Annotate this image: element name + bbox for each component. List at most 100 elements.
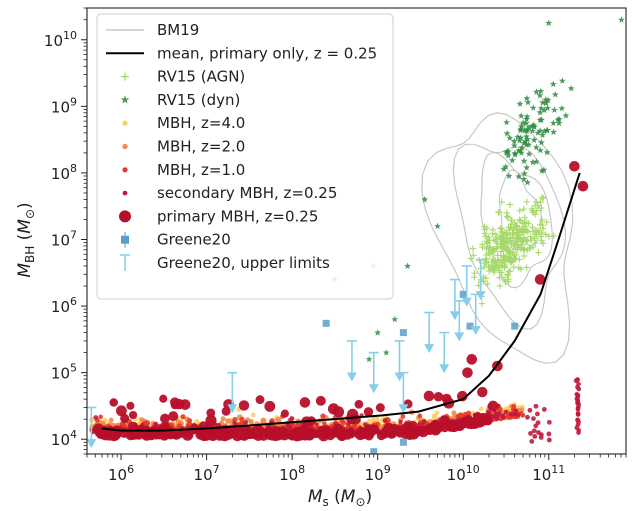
rv15-agn-point — [527, 233, 534, 240]
rv15-dyn-star — [518, 149, 525, 156]
secondary-mbh-point — [382, 418, 388, 423]
primary-mbh-point — [363, 407, 374, 417]
primary-mbh-point — [273, 429, 283, 439]
rv15-agn-point — [512, 223, 519, 230]
rv15-agn-point — [515, 231, 522, 238]
rv15-agn-point — [504, 272, 511, 280]
secondary-mbh-point — [536, 430, 541, 435]
greene20-point — [399, 438, 407, 446]
rv15-agn-point — [514, 242, 521, 249]
rv15-dyn-star — [536, 109, 544, 116]
rv15-dyn-star — [365, 355, 373, 363]
primary-mbh-point — [346, 428, 356, 438]
rv15-dyn-star — [522, 137, 529, 145]
legend-rv15-dyn-swatch — [120, 95, 130, 104]
legend-entry: secondary MBH, z=0.25 — [122, 184, 337, 202]
secondary-mbh-point — [314, 422, 319, 427]
x-axis-label: Ms (M⊙) — [308, 487, 372, 509]
secondary-mbh-point — [528, 431, 533, 436]
primary-mbh-point — [334, 428, 345, 439]
legend-box — [96, 13, 394, 300]
rv15-agn-point — [521, 245, 528, 253]
legend-entry: mean, primary only, z = 0.25 — [106, 44, 377, 62]
rv15-dyn-star — [514, 133, 522, 140]
primary-mbh-point — [430, 424, 442, 436]
rv15-dyn-star — [525, 141, 533, 148]
rv15-agn-point — [506, 201, 514, 208]
rv15-agn-point — [533, 198, 540, 205]
rv15-agn-point — [523, 198, 531, 206]
primary-mbh-point — [206, 430, 215, 439]
greene20-upper-limit — [346, 340, 357, 382]
rv15-agn-point — [505, 268, 513, 275]
rv15-agn-point — [519, 219, 526, 227]
rv15-agn-point — [521, 225, 529, 233]
rv15-dyn-star — [434, 222, 441, 230]
rv15-dyn-star — [567, 84, 575, 92]
secondary-mbh-point — [546, 431, 552, 437]
rv15-agn-point — [521, 214, 528, 221]
rv15-dyn-star — [562, 112, 570, 119]
rv15-agn-point — [531, 202, 539, 209]
rv15-agn-point — [516, 216, 523, 223]
greene20-upper-limit — [87, 406, 97, 449]
rv15-agn-point — [517, 265, 525, 273]
mbh-z2-point — [108, 417, 114, 423]
rv15-agn-point — [517, 234, 524, 242]
rv15-agn-point — [539, 194, 547, 202]
rv15-agn-point — [496, 274, 503, 281]
legend-entry: MBH, z=1.0 — [122, 161, 245, 179]
bm19-contour — [421, 112, 574, 364]
legend-secondary-swatch — [122, 190, 128, 196]
primary-mbh-point — [411, 426, 421, 436]
rv15-dyn-star — [540, 106, 548, 114]
rv15-agn-point — [505, 224, 512, 231]
rv15-agn-point — [497, 234, 505, 242]
legend-greene-swatch — [121, 235, 129, 244]
rv15-dyn-star — [537, 104, 545, 112]
rv15-agn-point — [529, 224, 536, 231]
secondary-mbh-point — [576, 430, 581, 435]
primary-mbh-point — [355, 427, 366, 438]
greene20-upper-limit — [368, 351, 379, 394]
y-tick-label: 107 — [51, 228, 77, 249]
primary-mbh-point — [173, 398, 185, 410]
rv15-agn-point — [509, 249, 516, 256]
primary-mbh-point — [120, 413, 130, 424]
rv15-agn-point — [501, 264, 509, 271]
y-tick-label: 105 — [51, 362, 77, 383]
legend-entry: RV15 (AGN) — [121, 68, 245, 86]
rv15-agn-point — [539, 225, 547, 232]
rv15-agn-point — [489, 246, 496, 253]
rv15-agn-point — [532, 239, 539, 247]
primary-mbh-point — [321, 425, 332, 436]
rv15-agn-point — [506, 247, 514, 255]
legend-entry: Greene20, upper limits — [120, 254, 330, 272]
rv15-dyn-star — [533, 88, 540, 95]
rv15-agn-point — [530, 209, 537, 216]
legend-entry: MBH, z=4.0 — [122, 114, 245, 132]
rv15-agn-point — [520, 246, 527, 254]
rv15-agn-point — [505, 254, 512, 261]
greene20-point — [466, 322, 474, 330]
primary-mbh-point — [205, 414, 217, 426]
rv15-dyn-star — [530, 136, 538, 143]
primary-mbh-point — [115, 405, 127, 417]
greene20-upper-limit — [461, 265, 472, 307]
primary-mbh-point — [346, 413, 358, 425]
legend-label: Greene20, upper limits — [157, 254, 330, 272]
legend-label: RV15 (dyn) — [157, 91, 240, 109]
rv15-agn-point — [488, 265, 495, 273]
rv15-agn-point — [517, 241, 525, 248]
rv15-dyn-star — [549, 80, 557, 88]
primary-mbh-point — [197, 427, 209, 439]
secondary-mbh-point — [576, 381, 581, 387]
rv15-dyn-star — [502, 163, 510, 170]
rv15-dyn-star — [518, 122, 525, 130]
legend-label: MBH, z=1.0 — [157, 161, 245, 179]
rv15-agn-point — [490, 237, 498, 244]
primary-mbh-point — [264, 428, 276, 440]
primary-mbh-point — [299, 397, 311, 408]
y-tick-label: 106 — [51, 295, 77, 316]
primary-mbh-point — [534, 274, 546, 285]
